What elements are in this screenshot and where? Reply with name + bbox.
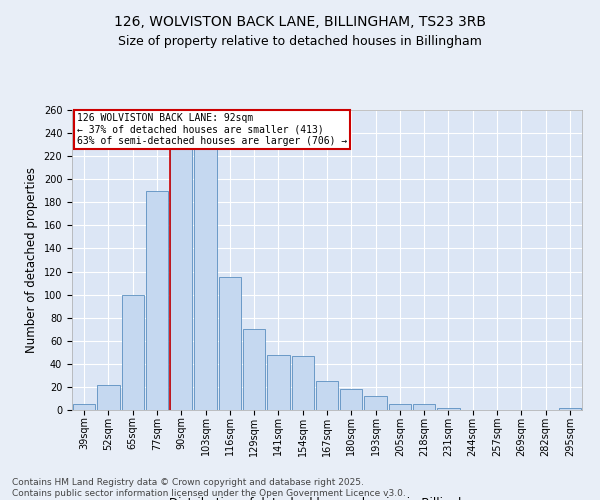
Text: 126, WOLVISTON BACK LANE, BILLINGHAM, TS23 3RB: 126, WOLVISTON BACK LANE, BILLINGHAM, TS…: [114, 15, 486, 29]
Bar: [267, 354, 290, 410]
Bar: [194, 142, 217, 410]
Bar: [122, 294, 144, 410]
Y-axis label: Number of detached properties: Number of detached properties: [25, 167, 38, 353]
Bar: [316, 381, 338, 410]
Bar: [364, 396, 387, 410]
Bar: [413, 404, 436, 410]
Text: Contains HM Land Registry data © Crown copyright and database right 2025.
Contai: Contains HM Land Registry data © Crown c…: [12, 478, 406, 498]
Bar: [73, 404, 95, 410]
Text: Size of property relative to detached houses in Billingham: Size of property relative to detached ho…: [118, 35, 482, 48]
Bar: [389, 404, 411, 410]
Bar: [170, 147, 193, 410]
Bar: [146, 191, 168, 410]
Bar: [292, 356, 314, 410]
Bar: [340, 389, 362, 410]
Bar: [559, 408, 581, 410]
X-axis label: Distribution of detached houses by size in Billingham: Distribution of detached houses by size …: [169, 498, 485, 500]
Text: 126 WOLVISTON BACK LANE: 92sqm
← 37% of detached houses are smaller (413)
63% of: 126 WOLVISTON BACK LANE: 92sqm ← 37% of …: [77, 113, 347, 146]
Bar: [97, 384, 119, 410]
Bar: [218, 278, 241, 410]
Bar: [243, 329, 265, 410]
Bar: [437, 408, 460, 410]
